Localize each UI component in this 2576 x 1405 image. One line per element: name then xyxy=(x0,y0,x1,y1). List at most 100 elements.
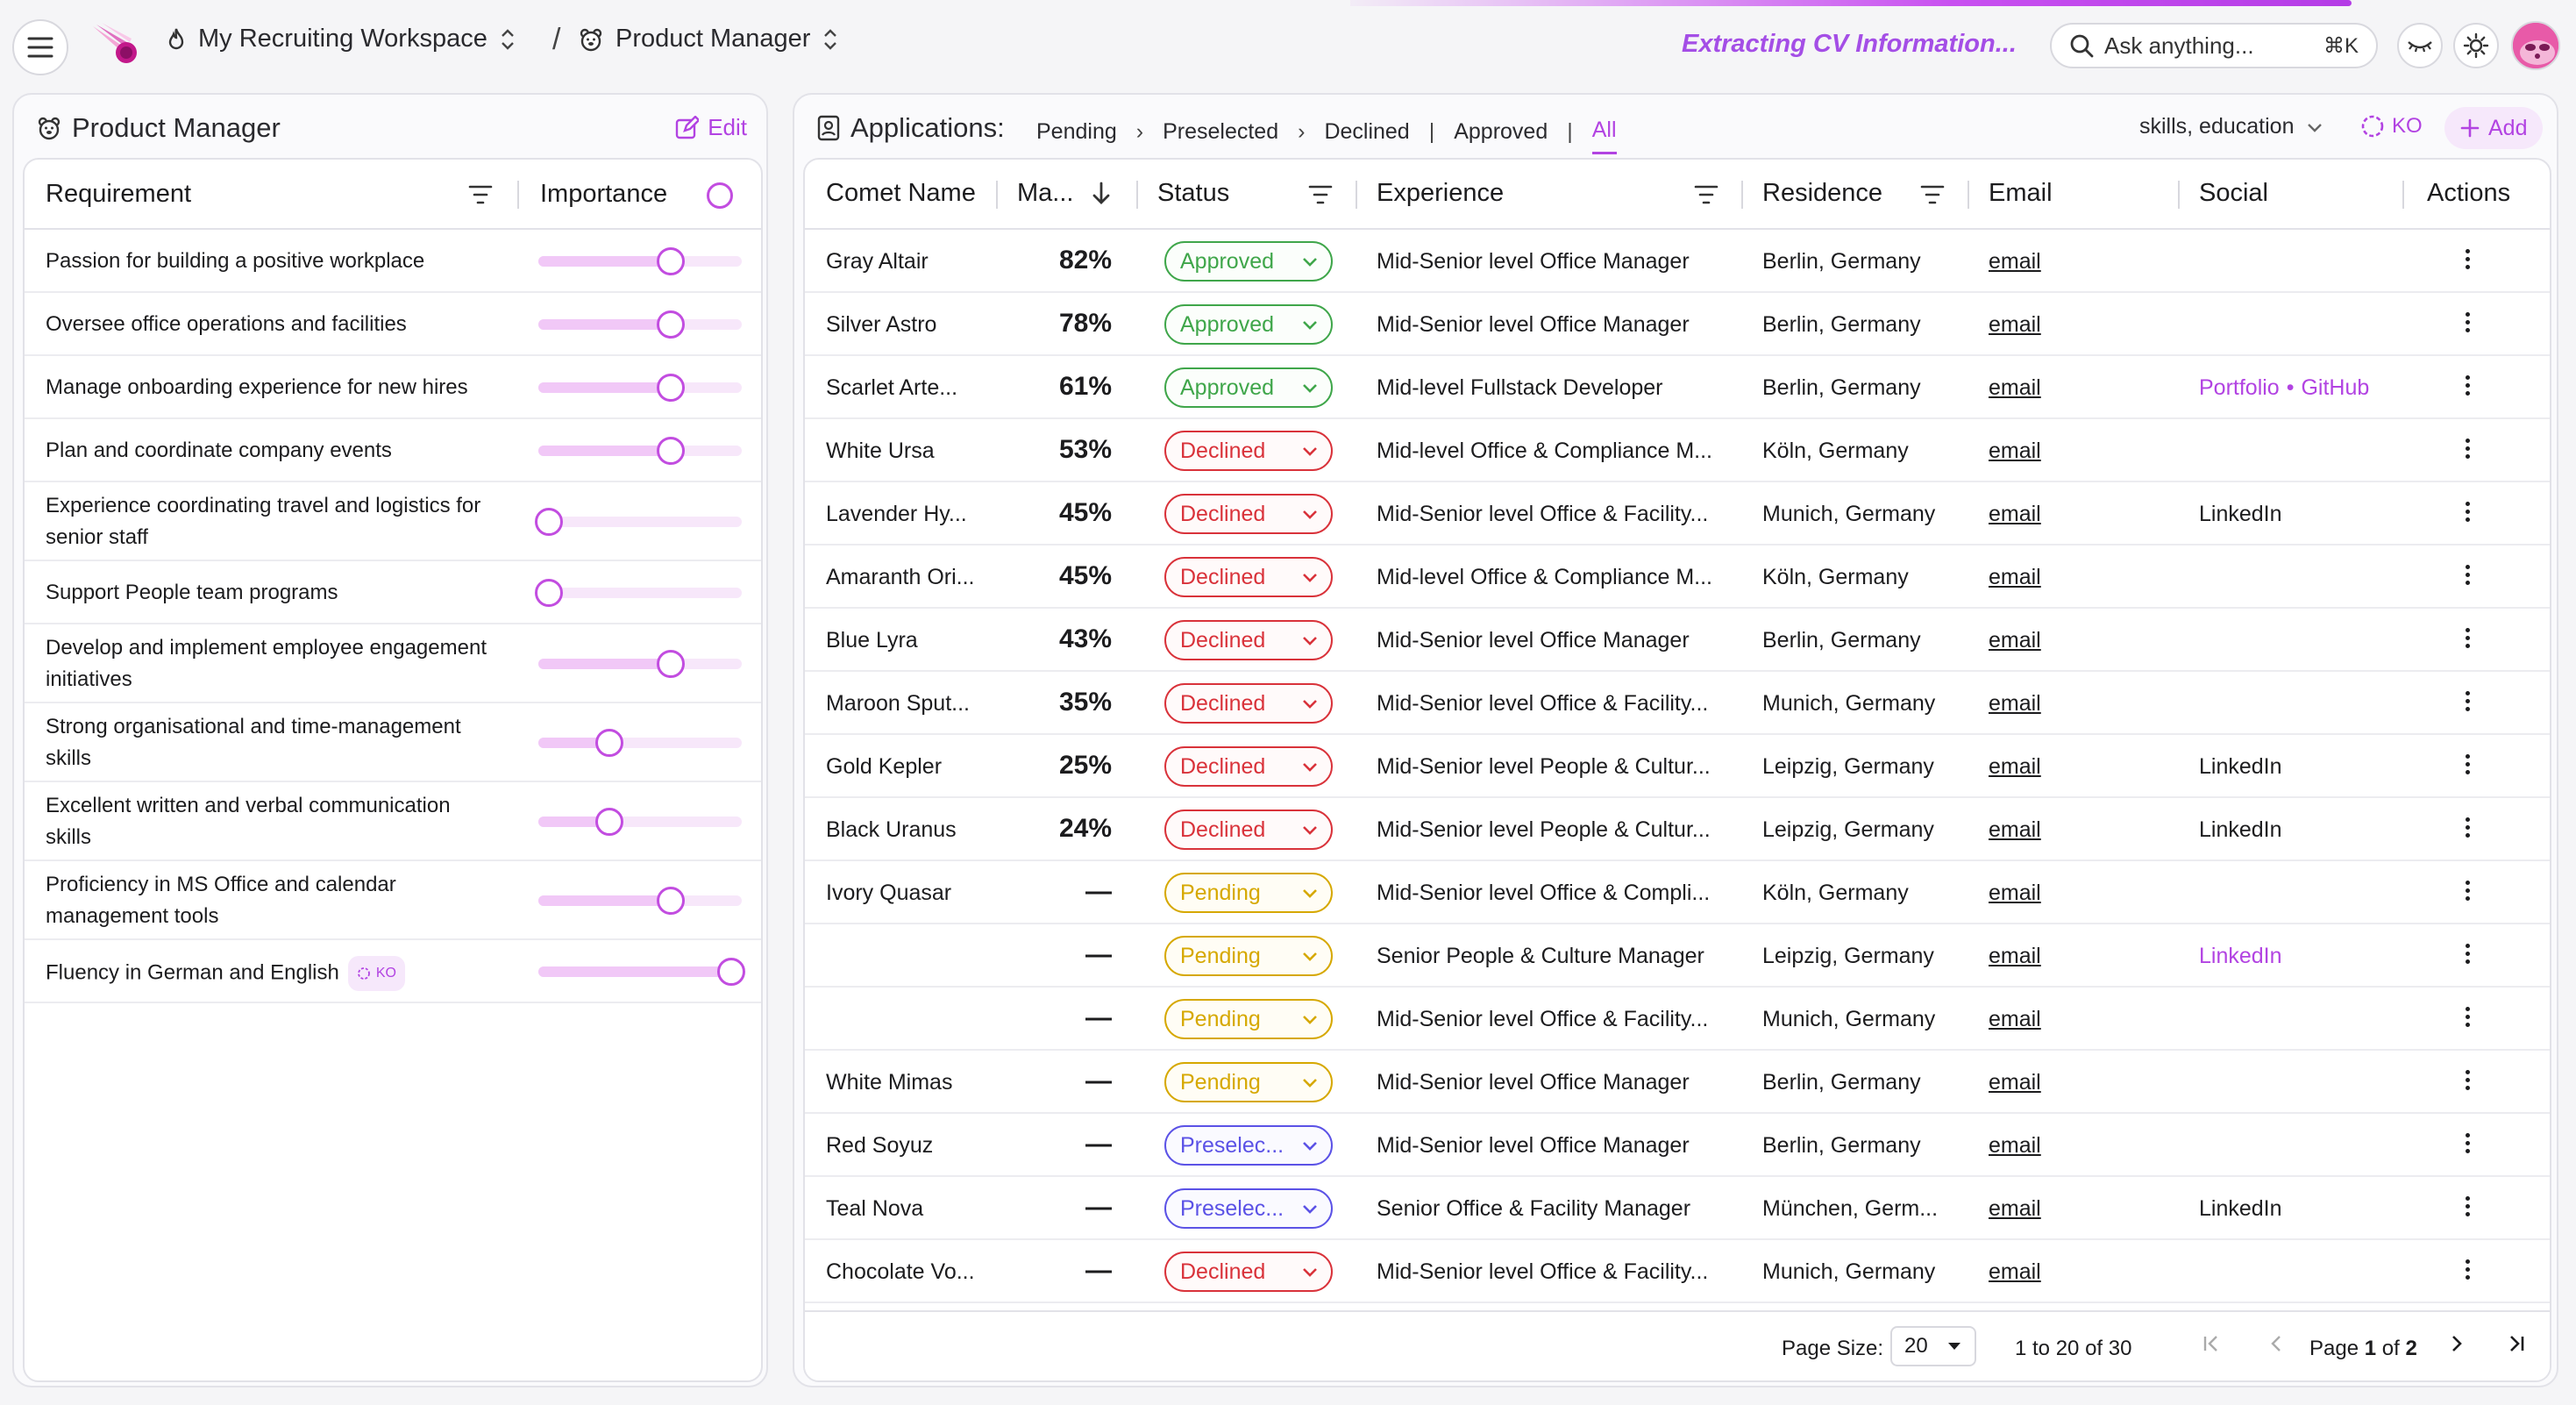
more-actions-icon[interactable] xyxy=(2462,881,2473,901)
email-link[interactable]: email xyxy=(1989,628,2041,653)
social-link-github[interactable]: GitHub xyxy=(2301,375,2370,400)
importance-slider[interactable] xyxy=(538,887,742,915)
importance-slider-knob[interactable] xyxy=(717,958,746,986)
requirement-row[interactable]: Oversee office operations and facilities xyxy=(25,293,761,356)
requirement-row[interactable]: Support People team programs xyxy=(25,561,761,624)
application-row[interactable]: Maroon Sput... 35% Declined Mid-Senior leve… xyxy=(805,672,2550,735)
workspace-selector[interactable]: My Recruiting Workspace xyxy=(167,25,516,53)
importance-slider-knob[interactable] xyxy=(656,887,685,915)
application-row[interactable]: Teal Nova — Preselec... Senior Office & Fac… xyxy=(805,1177,2550,1240)
more-actions-icon[interactable] xyxy=(2462,817,2473,838)
experience-column-header[interactable]: Experience xyxy=(1377,179,1505,207)
more-actions-icon[interactable] xyxy=(2462,312,2473,332)
application-row[interactable]: Blue Lyra 43% Declined Mid-Senior level Off… xyxy=(805,609,2550,672)
importance-slider[interactable] xyxy=(534,508,742,536)
next-page-icon[interactable] xyxy=(2446,1333,2467,1354)
status-dropdown[interactable]: Declined xyxy=(1164,1252,1333,1292)
tab-pending[interactable]: Pending xyxy=(1036,118,1117,144)
application-row[interactable]: White Mimas — Pending Mid-Senior level Offi… xyxy=(805,1051,2550,1114)
status-column-header[interactable]: Status xyxy=(1157,179,1230,207)
column-divider[interactable] xyxy=(1356,181,1357,209)
page-size-select[interactable]: 20 xyxy=(1890,1326,1976,1366)
more-actions-icon[interactable] xyxy=(2462,439,2473,459)
more-actions-icon[interactable] xyxy=(2462,944,2473,964)
importance-slider[interactable] xyxy=(538,808,742,836)
requirement-row[interactable]: Proficiency in MS Office and calendar ma… xyxy=(25,861,761,940)
email-link[interactable]: email xyxy=(1989,439,2041,463)
social-link-linkedin[interactable]: LinkedIn xyxy=(2199,1196,2282,1221)
theme-toggle-button[interactable] xyxy=(2453,23,2499,68)
status-dropdown[interactable]: Pending xyxy=(1164,1062,1333,1102)
column-divider[interactable] xyxy=(2402,181,2404,209)
skills-filter-select[interactable]: skills, education xyxy=(2139,114,2323,139)
email-link[interactable]: email xyxy=(1989,502,2041,526)
application-row[interactable]: — Pending Senior People & Culture Manager L… xyxy=(805,924,2550,988)
column-divider[interactable] xyxy=(517,181,519,209)
status-dropdown[interactable]: Pending xyxy=(1164,873,1333,913)
importance-slider[interactable] xyxy=(538,437,742,465)
tab-all[interactable]: All xyxy=(1591,118,1617,154)
email-link[interactable]: email xyxy=(1989,754,2041,779)
importance-slider[interactable] xyxy=(538,729,742,757)
status-dropdown[interactable]: Declined xyxy=(1164,809,1333,850)
application-row[interactable]: White Ursa 53% Declined Mid-level Office & … xyxy=(805,419,2550,482)
email-link[interactable]: email xyxy=(1989,691,2041,716)
email-link[interactable]: email xyxy=(1989,1070,2041,1095)
residence-column-header[interactable]: Residence xyxy=(1762,179,1883,207)
requirement-row[interactable]: Excellent written and verbal communicati… xyxy=(25,782,761,861)
importance-slider-knob[interactable] xyxy=(595,729,624,757)
status-dropdown[interactable]: Declined xyxy=(1164,494,1333,534)
more-actions-icon[interactable] xyxy=(2462,691,2473,711)
importance-slider-knob[interactable] xyxy=(534,508,563,536)
email-link[interactable]: email xyxy=(1989,1007,2041,1031)
importance-column-header[interactable]: Importance xyxy=(540,179,668,208)
importance-slider[interactable] xyxy=(538,247,742,275)
status-dropdown[interactable]: Approved xyxy=(1164,367,1333,408)
email-link[interactable]: email xyxy=(1989,565,2041,589)
status-dropdown[interactable]: Pending xyxy=(1164,999,1333,1039)
more-actions-icon[interactable] xyxy=(2462,1007,2473,1027)
more-actions-icon[interactable] xyxy=(2462,375,2473,396)
filter-icon[interactable] xyxy=(1694,184,1719,205)
tab-preselected[interactable]: Preselected xyxy=(1163,118,1279,144)
more-actions-icon[interactable] xyxy=(2462,754,2473,774)
more-actions-icon[interactable] xyxy=(2462,502,2473,522)
social-link-linkedin[interactable]: LinkedIn xyxy=(2199,754,2282,779)
social-link-portfolio[interactable]: Portfolio xyxy=(2199,375,2280,400)
importance-slider[interactable] xyxy=(538,650,742,678)
filter-icon[interactable] xyxy=(1920,184,1945,205)
status-dropdown[interactable]: Declined xyxy=(1164,557,1333,597)
comet-logo-icon[interactable] xyxy=(89,21,139,67)
ask-anything-search[interactable]: Ask anything... ⌘K xyxy=(2050,23,2378,68)
application-row[interactable]: Black Uranus 24% Declined Mid-Senior level … xyxy=(805,798,2550,861)
column-divider[interactable] xyxy=(1968,181,1969,209)
social-link-linkedin[interactable]: LinkedIn xyxy=(2199,944,2282,968)
application-row[interactable]: Lavender Hy... 45% Declined Mid-Senior leve… xyxy=(805,482,2550,546)
status-dropdown[interactable]: Declined xyxy=(1164,620,1333,660)
requirement-row[interactable]: Passion for building a positive workplac… xyxy=(25,230,761,293)
job-selector[interactable]: Product Manager xyxy=(579,25,838,53)
status-dropdown[interactable]: Declined xyxy=(1164,431,1333,471)
status-dropdown[interactable]: Approved xyxy=(1164,304,1333,345)
user-avatar[interactable] xyxy=(2511,21,2560,70)
status-dropdown[interactable]: Preselec... xyxy=(1164,1125,1333,1166)
email-link[interactable]: email xyxy=(1989,817,2041,842)
filter-icon[interactable] xyxy=(468,184,493,205)
application-row[interactable]: Red Soyuz — Preselec... Mid-Senior level Of… xyxy=(805,1114,2550,1177)
email-link[interactable]: email xyxy=(1989,249,2041,274)
status-dropdown[interactable]: Pending xyxy=(1164,936,1333,976)
more-actions-icon[interactable] xyxy=(2462,1070,2473,1090)
name-column-header[interactable]: Comet Name xyxy=(826,179,976,207)
importance-slider[interactable] xyxy=(538,374,742,402)
more-actions-icon[interactable] xyxy=(2462,1259,2473,1280)
menu-button[interactable] xyxy=(12,19,68,75)
importance-slider-knob[interactable] xyxy=(656,310,685,339)
social-column-header[interactable]: Social xyxy=(2199,179,2268,207)
ko-filter-button[interactable]: KO xyxy=(2360,114,2423,139)
importance-slider-knob[interactable] xyxy=(656,437,685,465)
email-link[interactable]: email xyxy=(1989,375,2041,400)
more-actions-icon[interactable] xyxy=(2462,249,2473,269)
more-actions-icon[interactable] xyxy=(2462,1196,2473,1216)
email-link[interactable]: email xyxy=(1989,1259,2041,1284)
column-divider[interactable] xyxy=(1136,181,1138,209)
